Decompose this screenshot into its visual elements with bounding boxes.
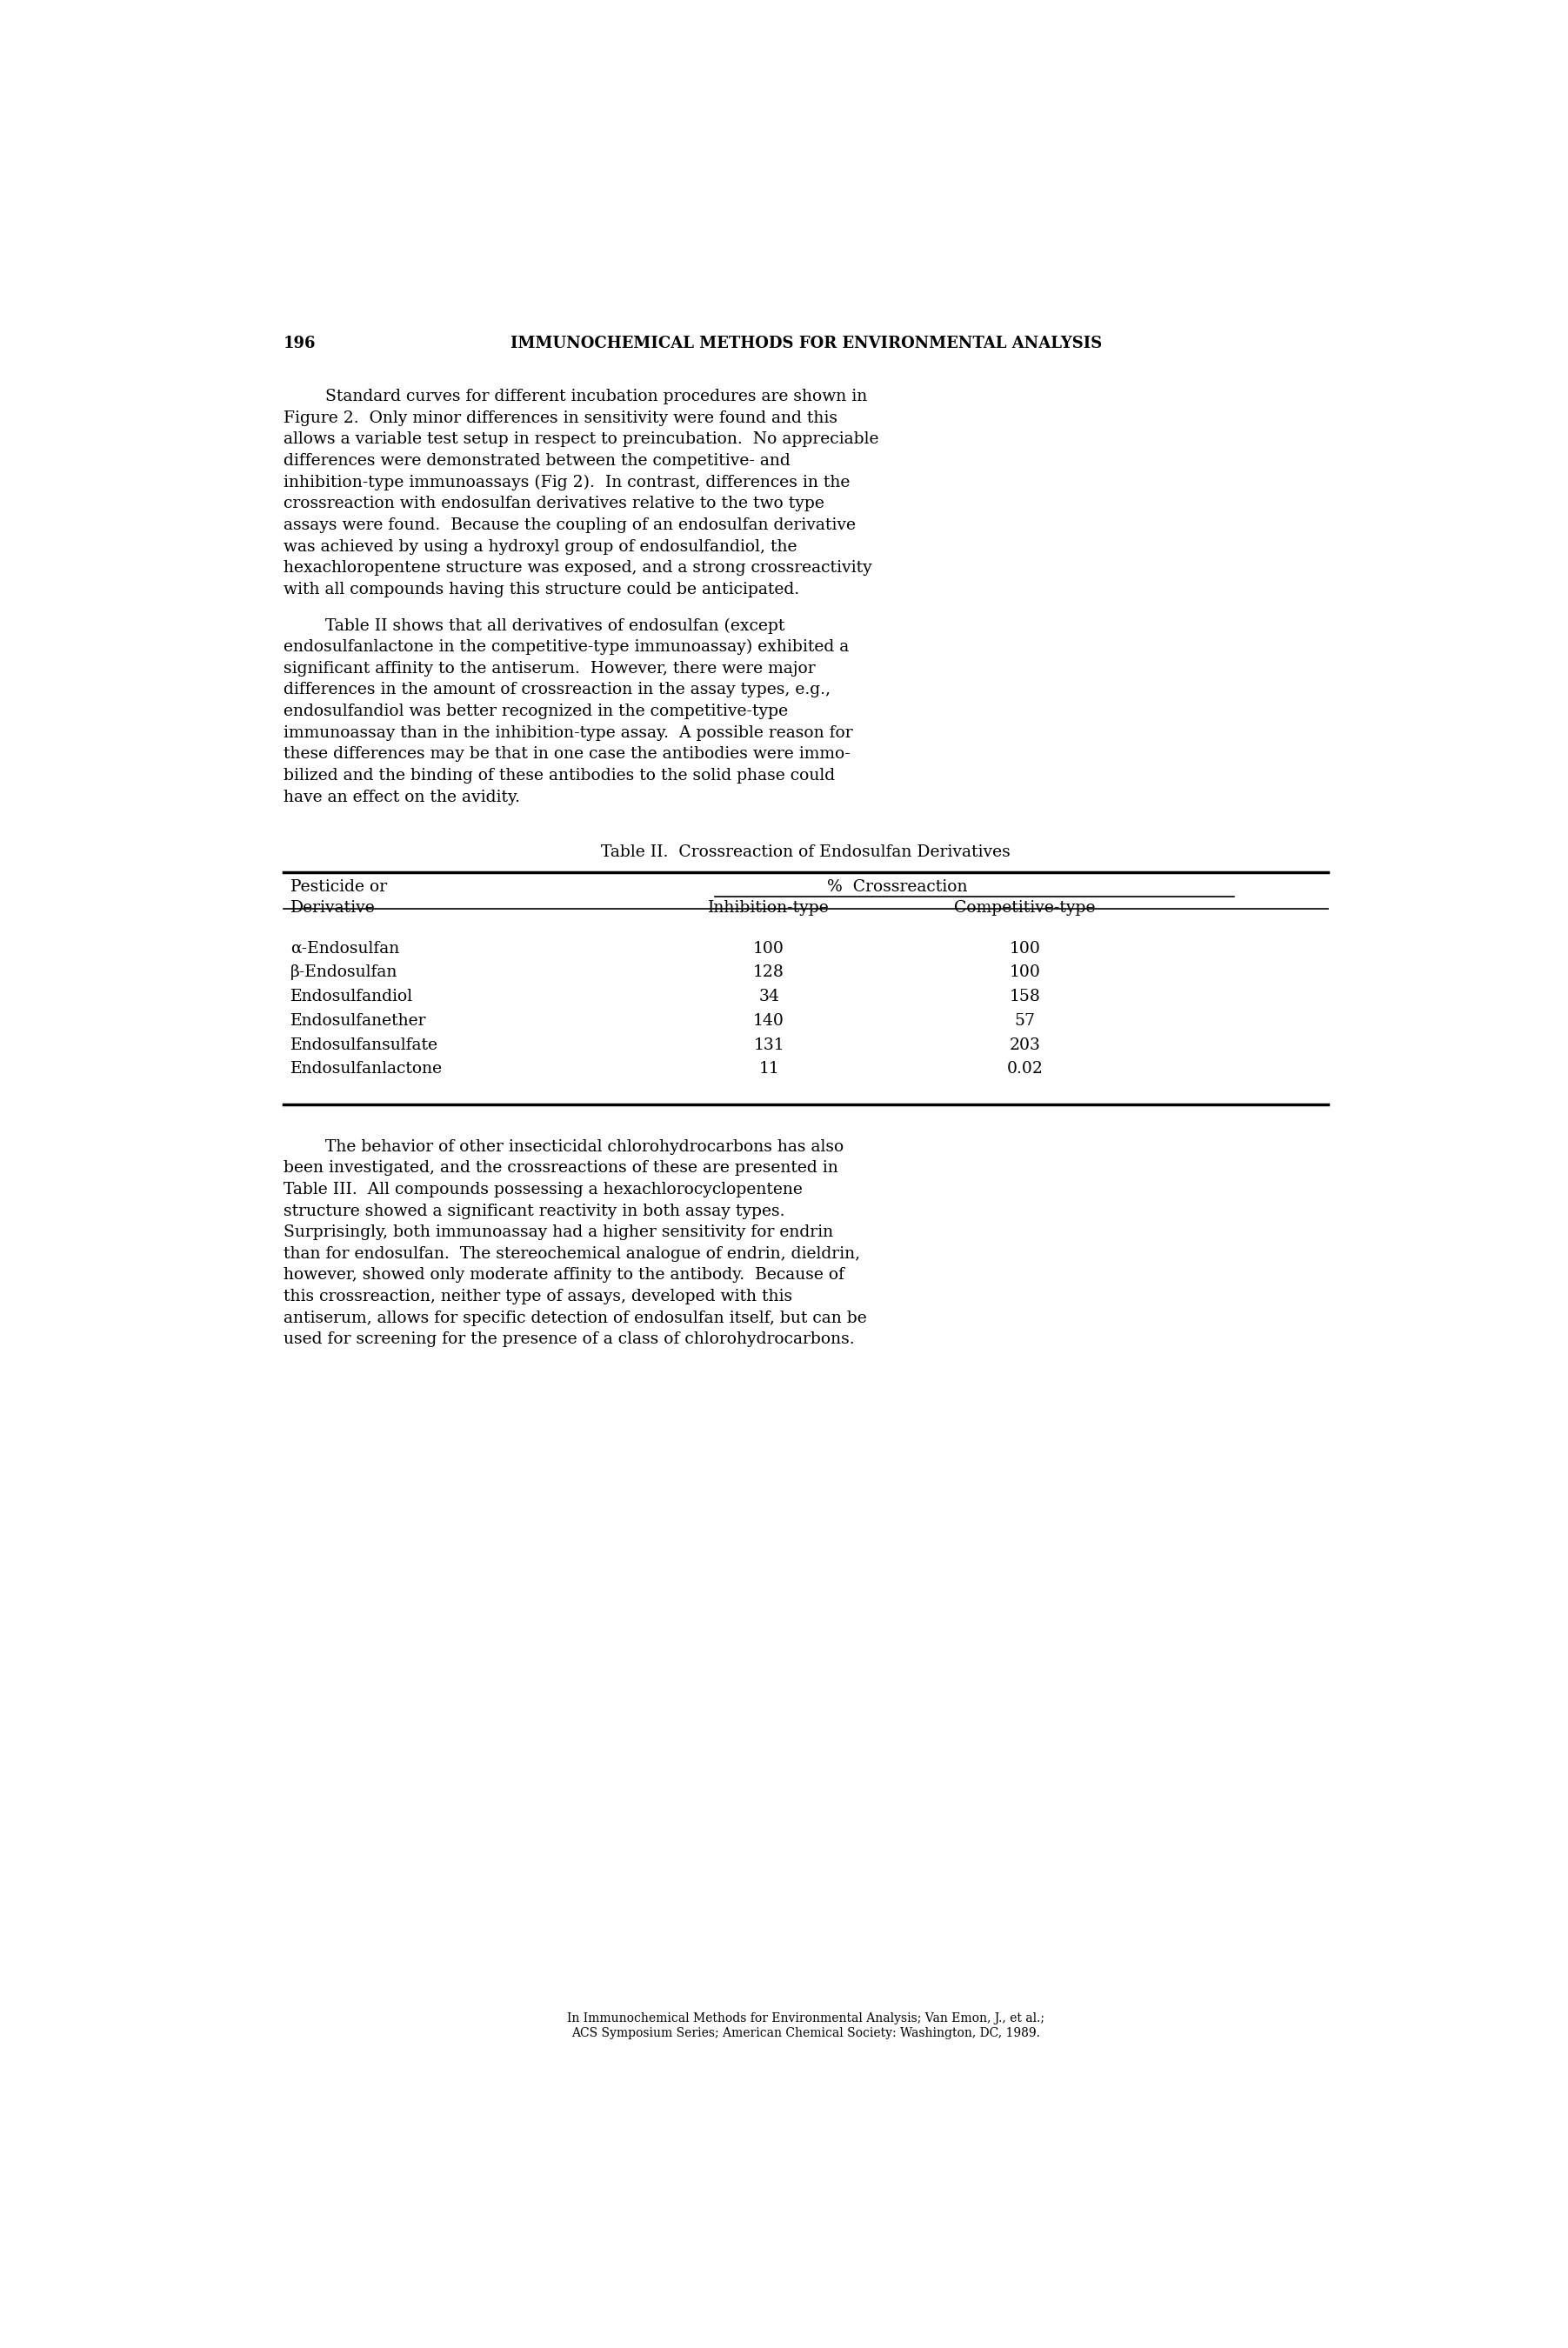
Text: differences in the amount of crossreaction in the assay types, e.g.,: differences in the amount of crossreacti…: [284, 683, 831, 697]
Text: 128: 128: [753, 965, 784, 981]
Text: used for screening for the presence of a class of chlorohydrocarbons.: used for screening for the presence of a…: [284, 1331, 855, 1348]
Text: 34: 34: [759, 989, 779, 1005]
Text: been investigated, and the crossreactions of these are presented in: been investigated, and the crossreaction…: [284, 1160, 839, 1176]
Text: 140: 140: [753, 1012, 784, 1028]
Text: crossreaction with endosulfan derivatives relative to the two type: crossreaction with endosulfan derivative…: [284, 495, 825, 512]
Text: endosulfanlactone in the competitive-type immunoassay) exhibited a: endosulfanlactone in the competitive-typ…: [284, 639, 850, 655]
Text: Table III.  All compounds possessing a hexachlorocyclopentene: Table III. All compounds possessing a he…: [284, 1181, 803, 1197]
Text: significant affinity to the antiserum.  However, there were major: significant affinity to the antiserum. H…: [284, 660, 815, 676]
Text: with all compounds having this structure could be anticipated.: with all compounds having this structure…: [284, 582, 800, 596]
Text: 100: 100: [1010, 965, 1041, 981]
Text: antiserum, allows for specific detection of endosulfan itself, but can be: antiserum, allows for specific detection…: [284, 1310, 867, 1327]
Text: immunoassay than in the inhibition-type assay.  A possible reason for: immunoassay than in the inhibition-type …: [284, 726, 853, 740]
Text: assays were found.  Because the coupling of an endosulfan derivative: assays were found. Because the coupling …: [284, 517, 856, 533]
Text: 203: 203: [1010, 1038, 1041, 1052]
Text: 11: 11: [759, 1061, 779, 1078]
Text: 196: 196: [284, 336, 317, 350]
Text: have an effect on the avidity.: have an effect on the avidity.: [284, 789, 521, 805]
Text: Endosulfandiol: Endosulfandiol: [290, 989, 412, 1005]
Text: this crossreaction, neither type of assays, developed with this: this crossreaction, neither type of assa…: [284, 1289, 792, 1305]
Text: Derivative: Derivative: [290, 902, 375, 916]
Text: 131: 131: [753, 1038, 784, 1052]
Text: 100: 100: [1010, 942, 1041, 956]
Text: β-Endosulfan: β-Endosulfan: [290, 965, 398, 981]
Text: 158: 158: [1010, 989, 1041, 1005]
Text: bilized and the binding of these antibodies to the solid phase could: bilized and the binding of these antibod…: [284, 768, 836, 784]
Text: Standard curves for different incubation procedures are shown in: Standard curves for different incubation…: [284, 390, 867, 404]
Text: Table II shows that all derivatives of endosulfan (except: Table II shows that all derivatives of e…: [284, 618, 786, 634]
Text: Competitive-type: Competitive-type: [955, 902, 1096, 916]
Text: endosulfandiol was better recognized in the competitive-type: endosulfandiol was better recognized in …: [284, 704, 789, 718]
Text: ACS Symposium Series; American Chemical Society: Washington, DC, 1989.: ACS Symposium Series; American Chemical …: [572, 2026, 1040, 2040]
Text: was achieved by using a hydroxyl group of endosulfandiol, the: was achieved by using a hydroxyl group o…: [284, 540, 797, 554]
Text: allows a variable test setup in respect to preincubation.  No appreciable: allows a variable test setup in respect …: [284, 432, 880, 448]
Text: Table II.  Crossreaction of Endosulfan Derivatives: Table II. Crossreaction of Endosulfan De…: [601, 845, 1011, 859]
Text: α-Endosulfan: α-Endosulfan: [290, 942, 400, 956]
Text: Endosulfanether: Endosulfanether: [290, 1012, 426, 1028]
Text: %  Crossreaction: % Crossreaction: [826, 878, 967, 895]
Text: IMMUNOCHEMICAL METHODS FOR ENVIRONMENTAL ANALYSIS: IMMUNOCHEMICAL METHODS FOR ENVIRONMENTAL…: [510, 336, 1102, 350]
Text: Surprisingly, both immunoassay had a higher sensitivity for endrin: Surprisingly, both immunoassay had a hig…: [284, 1226, 833, 1240]
Text: Inhibition-type: Inhibition-type: [709, 902, 829, 916]
Text: Pesticide or: Pesticide or: [290, 878, 387, 895]
Text: differences were demonstrated between the competitive- and: differences were demonstrated between th…: [284, 453, 790, 470]
Text: hexachloropentene structure was exposed, and a strong crossreactivity: hexachloropentene structure was exposed,…: [284, 561, 872, 575]
Text: The behavior of other insecticidal chlorohydrocarbons has also: The behavior of other insecticidal chlor…: [284, 1139, 844, 1155]
Text: In Immunochemical Methods for Environmental Analysis; Van Emon, J., et al.;: In Immunochemical Methods for Environmen…: [568, 2012, 1044, 2024]
Text: however, showed only moderate affinity to the antibody.  Because of: however, showed only moderate affinity t…: [284, 1268, 845, 1282]
Text: these differences may be that in one case the antibodies were immo-: these differences may be that in one cas…: [284, 747, 850, 763]
Text: 57: 57: [1014, 1012, 1035, 1028]
Text: structure showed a significant reactivity in both assay types.: structure showed a significant reactivit…: [284, 1202, 786, 1219]
Text: 100: 100: [753, 942, 784, 956]
Text: Figure 2.  Only minor differences in sensitivity were found and this: Figure 2. Only minor differences in sens…: [284, 411, 837, 425]
Text: than for endosulfan.  The stereochemical analogue of endrin, dieldrin,: than for endosulfan. The stereochemical …: [284, 1247, 861, 1261]
Text: Endosulfansulfate: Endosulfansulfate: [290, 1038, 437, 1052]
Text: inhibition-type immunoassays (Fig 2).  In contrast, differences in the: inhibition-type immunoassays (Fig 2). In…: [284, 474, 850, 491]
Text: 0.02: 0.02: [1007, 1061, 1043, 1078]
Text: Endosulfanlactone: Endosulfanlactone: [290, 1061, 442, 1078]
